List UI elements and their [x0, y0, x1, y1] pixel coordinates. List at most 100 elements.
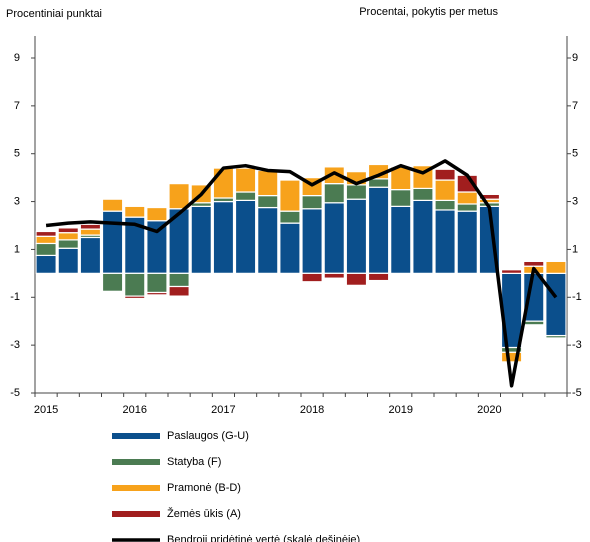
bar-segment [301, 194, 323, 210]
bar-segment [279, 179, 301, 212]
y-axis-label: Procentiniai punktai [6, 8, 102, 20]
bar-segment [323, 183, 345, 204]
bar-segment [545, 272, 567, 337]
bar-segment [301, 272, 323, 283]
y-tick-label: -1 [10, 291, 20, 303]
y-tick-label: 9 [14, 52, 20, 64]
bar-segment [434, 179, 456, 201]
y-tick-label: 1 [14, 243, 20, 255]
bar-segment [456, 210, 478, 274]
bar-segment [367, 186, 390, 274]
bar-segment [257, 194, 279, 209]
bar-segment [234, 167, 257, 193]
bar-segment [390, 189, 412, 207]
x-tick-label: 2018 [300, 404, 324, 416]
bar-segment [257, 206, 279, 274]
bar-segment [323, 272, 345, 279]
x-tick-label: 2017 [211, 404, 235, 416]
bar-segment [57, 239, 79, 249]
x-tick-label: 2015 [34, 404, 58, 416]
legend-label: Paslaugos (G-U) [167, 430, 249, 442]
bar-segment [257, 169, 279, 197]
bar-segment [523, 320, 545, 326]
y-tick-label: 7 [14, 100, 20, 112]
bar-segment [234, 191, 257, 201]
bar-segment [456, 191, 478, 205]
legend-swatch [112, 433, 160, 439]
bar-segment [545, 260, 567, 274]
bar-segment [146, 272, 168, 294]
bar-segment [79, 223, 102, 230]
legend-swatch [112, 485, 160, 491]
legend-swatch [112, 511, 160, 517]
bar-segment [434, 209, 456, 274]
bar-segment [35, 242, 57, 257]
bar-segment [124, 205, 146, 218]
y2-tick-label: 7 [572, 100, 578, 112]
bar-segment [523, 260, 545, 267]
bar-segment [367, 272, 390, 282]
y-tick-label: 5 [14, 148, 20, 160]
y-tick-label: 3 [14, 195, 20, 207]
legend-label: Bendroji pridėtinė vertė (skalė dešinėje… [167, 534, 360, 542]
bar-segment [412, 187, 434, 201]
bar-segment [124, 295, 146, 300]
bar-segment [57, 227, 79, 234]
bar-segment [190, 205, 212, 274]
bar-segment [367, 178, 390, 188]
y2-tick-label: -1 [572, 291, 582, 303]
bar-segment [456, 203, 478, 212]
bar-segment [35, 235, 57, 245]
y2-tick-label: 9 [572, 52, 578, 64]
bar-segment [168, 272, 190, 288]
bar-segment [234, 199, 257, 274]
y-tick-label: -3 [10, 339, 20, 351]
bar-segment [57, 247, 79, 274]
bar-segment [57, 232, 79, 241]
bar-segment [323, 202, 345, 274]
bar-segment [124, 272, 146, 297]
bar-segment [390, 205, 412, 274]
bar-segment [345, 272, 368, 286]
bar-segment [478, 193, 501, 200]
bar-segment [146, 206, 168, 222]
bar-segment [545, 334, 567, 339]
y2-tick-label: -3 [572, 339, 582, 351]
bar-segment [101, 198, 124, 212]
bar-segment [412, 199, 434, 274]
y-tick-label: -5 [10, 387, 20, 399]
x-tick-label: 2020 [477, 404, 501, 416]
y2-tick-label: 5 [572, 148, 578, 160]
y2-axis-label: Procentai, pokytis per metus [359, 6, 498, 18]
line-series [45, 159, 558, 388]
bar-segment [79, 228, 102, 236]
bar-segment [35, 230, 57, 237]
bar-segment [301, 208, 323, 274]
bar-segment [345, 184, 368, 200]
bar-segment [279, 222, 301, 274]
bar-segment [500, 351, 523, 363]
legend-label: Statyba (F) [167, 456, 221, 468]
bar-segment [79, 236, 102, 274]
bar-segment [500, 269, 523, 274]
bar-segment [434, 199, 456, 211]
y2-tick-label: 1 [572, 243, 578, 255]
bar-segment [101, 272, 124, 292]
legend-swatch [112, 459, 160, 465]
legend-label: Pramonė (B-D) [167, 482, 241, 494]
bar-segment [323, 166, 345, 185]
bar-segment [434, 168, 456, 181]
bar-segment [279, 210, 301, 224]
bar-segment [212, 167, 235, 199]
bar-segment [146, 291, 168, 296]
bar-segment [168, 183, 190, 210]
bar-segment [212, 200, 235, 274]
legend-label: Žemės ūkis (A) [167, 507, 241, 520]
bar-segment [168, 285, 190, 297]
x-tick-label: 2016 [123, 404, 147, 416]
y2-tick-label: 3 [572, 195, 578, 207]
y2-tick-label: -5 [572, 387, 582, 399]
x-tick-label: 2019 [389, 404, 413, 416]
bar-segment [101, 210, 124, 274]
